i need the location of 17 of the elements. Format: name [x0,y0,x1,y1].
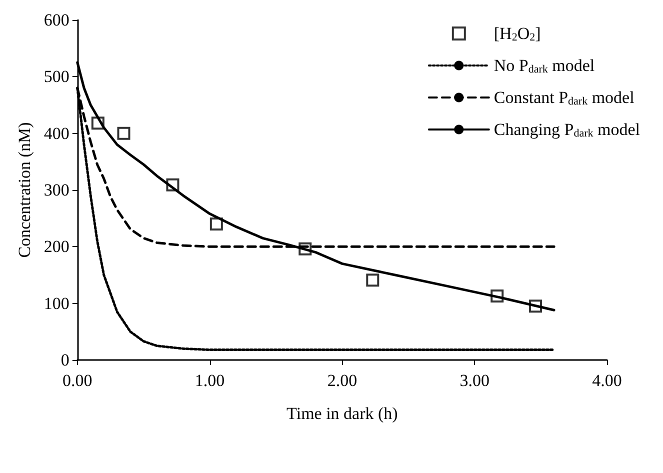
y-tick-label: 200 [44,237,70,256]
y-tick-label: 500 [44,67,70,86]
x-axis-title: Time in dark (h) [286,404,398,423]
y-axis-title: Concentration (nM) [15,122,34,258]
x-tick-label: 4.00 [592,371,622,390]
x-tick-label: 3.00 [460,371,490,390]
x-tick-label: 2.00 [327,371,358,390]
y-tick-label: 100 [44,294,70,313]
y-tick-label: 400 [44,124,70,143]
y-tick-label: 300 [44,180,70,200]
y-tick-label: 600 [44,10,70,30]
point [210,218,223,230]
x-tick-label: 1.00 [194,371,225,390]
x-tick-label: 0.00 [62,371,92,390]
point [117,126,130,140]
y-tick-label: 0 [60,350,70,370]
point [366,274,380,287]
